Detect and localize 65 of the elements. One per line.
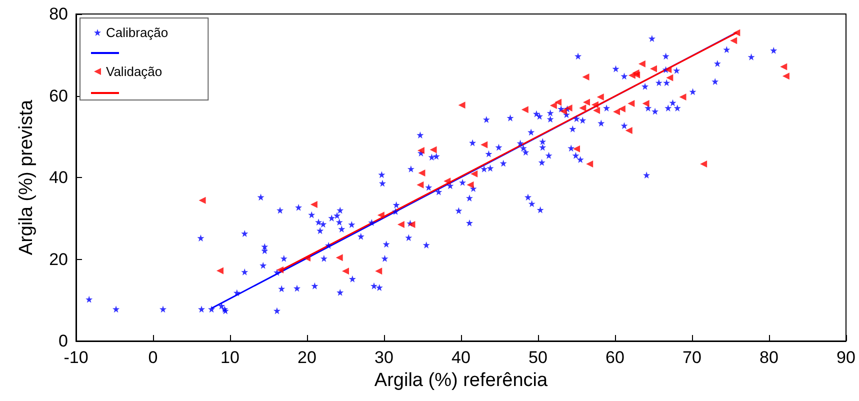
point bbox=[650, 65, 657, 72]
point bbox=[583, 98, 590, 106]
point bbox=[377, 212, 384, 219]
point bbox=[310, 200, 318, 208]
point bbox=[480, 141, 488, 148]
point bbox=[342, 268, 349, 275]
point bbox=[554, 98, 562, 106]
x-tick-label: 40 bbox=[452, 348, 470, 367]
point bbox=[730, 37, 738, 44]
y-tick-label: 20 bbox=[49, 250, 68, 269]
point bbox=[521, 106, 528, 114]
point bbox=[444, 178, 451, 185]
point bbox=[700, 160, 708, 168]
point bbox=[593, 106, 600, 114]
legend-label: Validação bbox=[106, 64, 162, 79]
x-tick-label: 0 bbox=[148, 348, 158, 367]
point bbox=[579, 104, 586, 112]
y-tick-label: 80 bbox=[49, 4, 68, 24]
x-axis-title: Argila (%) referência bbox=[374, 370, 548, 391]
point bbox=[596, 93, 604, 100]
point bbox=[375, 268, 382, 275]
point bbox=[397, 221, 404, 228]
point bbox=[466, 181, 474, 188]
point bbox=[733, 29, 740, 36]
point bbox=[780, 63, 788, 70]
point bbox=[198, 196, 206, 204]
point bbox=[625, 126, 632, 134]
x-tick-label: 60 bbox=[606, 348, 624, 367]
point bbox=[416, 181, 424, 188]
point bbox=[664, 66, 672, 74]
x-tick-label: 90 bbox=[836, 348, 856, 367]
x-tick-label: -10 bbox=[64, 348, 88, 367]
point bbox=[679, 93, 686, 100]
point bbox=[276, 266, 284, 274]
y-tick-label: 60 bbox=[49, 86, 68, 106]
point bbox=[582, 73, 590, 80]
point bbox=[782, 72, 790, 80]
point bbox=[470, 170, 478, 178]
x-tick-label: 10 bbox=[220, 348, 240, 367]
point bbox=[560, 108, 567, 115]
point bbox=[628, 100, 635, 108]
point bbox=[642, 100, 650, 108]
point bbox=[550, 102, 557, 110]
x-tick-label: 20 bbox=[298, 348, 316, 367]
legend-label: Calibração bbox=[106, 25, 168, 40]
point bbox=[336, 254, 343, 262]
y-axis-title: Argila (%) prevista bbox=[16, 99, 37, 256]
point bbox=[304, 254, 310, 262]
x-tick-label: 50 bbox=[528, 348, 548, 367]
point bbox=[216, 267, 224, 274]
x-tick-label: 70 bbox=[682, 348, 702, 367]
point bbox=[666, 74, 674, 82]
y-tick-label: 40 bbox=[49, 168, 68, 187]
point bbox=[638, 60, 646, 68]
y-tick-label: 0 bbox=[58, 332, 68, 350]
x-tick-label: 80 bbox=[760, 348, 778, 367]
point bbox=[613, 108, 620, 116]
x-tick-label: 30 bbox=[374, 348, 394, 367]
point bbox=[573, 145, 580, 152]
point bbox=[591, 101, 598, 108]
point bbox=[430, 146, 437, 154]
point bbox=[458, 102, 466, 109]
point bbox=[586, 160, 594, 168]
point bbox=[418, 170, 426, 177]
point bbox=[618, 105, 626, 112]
